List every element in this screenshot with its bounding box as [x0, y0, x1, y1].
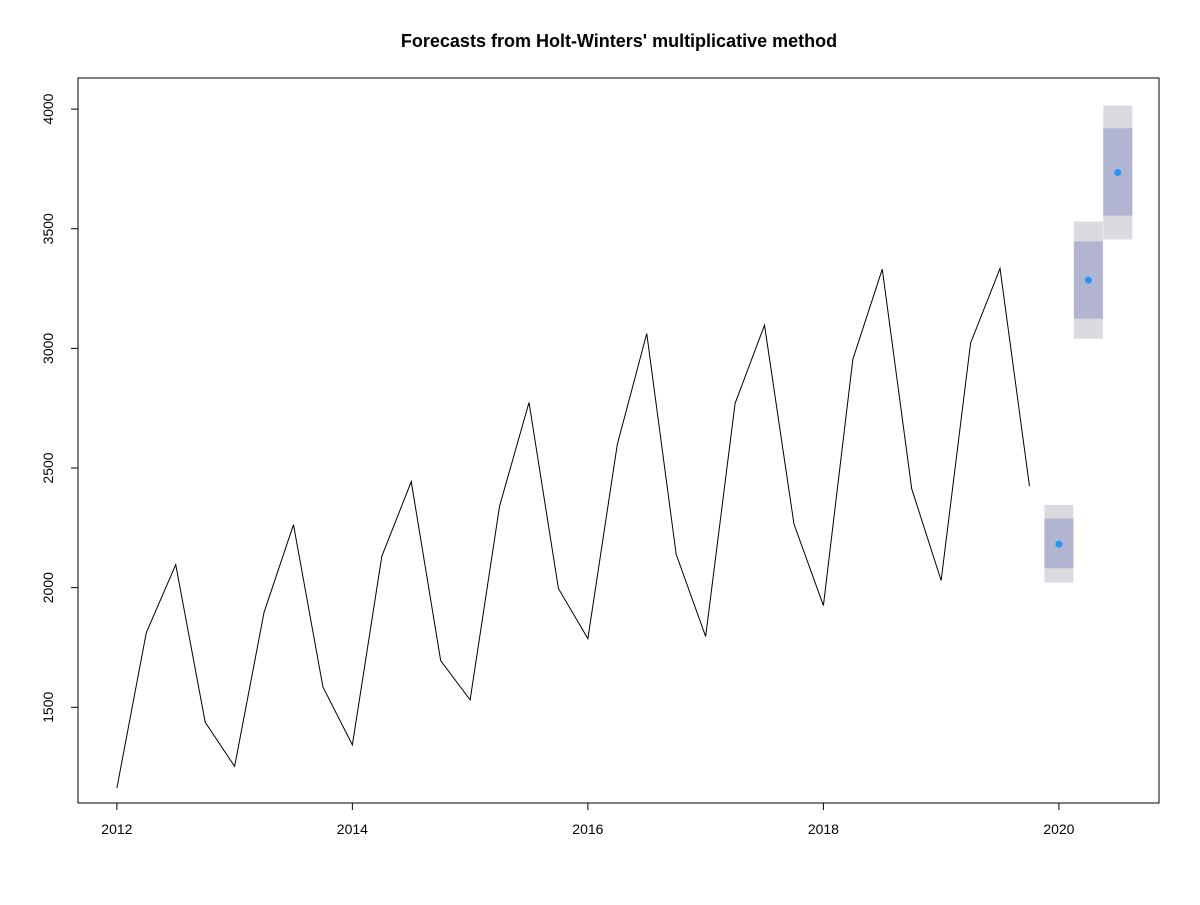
x-tick-label-4: 2020	[1043, 821, 1074, 837]
y-tick-label-0: 1500	[40, 692, 56, 723]
series-layer	[116, 266, 1030, 789]
x-axis: 2012 2014 2016 2018 2020	[101, 802, 1075, 837]
y-tick-label-4: 3500	[40, 213, 56, 244]
y-tick-label-2: 2500	[40, 452, 56, 483]
y-tick-label-3: 3000	[40, 333, 56, 364]
forecast-point-2	[1114, 169, 1122, 177]
series-line-0	[116, 266, 1030, 789]
x-tick-label-2: 2016	[572, 821, 603, 837]
y-axis: 1500 2000 2500 3000 3500 4000	[40, 93, 79, 723]
x-tick-label-3: 2018	[808, 821, 839, 837]
y-tick-label-5: 4000	[40, 93, 56, 124]
forecast-point-0	[1055, 540, 1063, 548]
x-tick-label-1: 2014	[337, 821, 368, 837]
forecast-points	[1055, 169, 1122, 548]
chart-title: Forecasts from Holt-Winters' multiplicat…	[401, 31, 837, 51]
forecast-intervals	[1044, 105, 1133, 583]
forecast-point-1	[1084, 276, 1092, 284]
x-tick-label-0: 2012	[101, 821, 132, 837]
y-tick-label-1: 2000	[40, 572, 56, 603]
